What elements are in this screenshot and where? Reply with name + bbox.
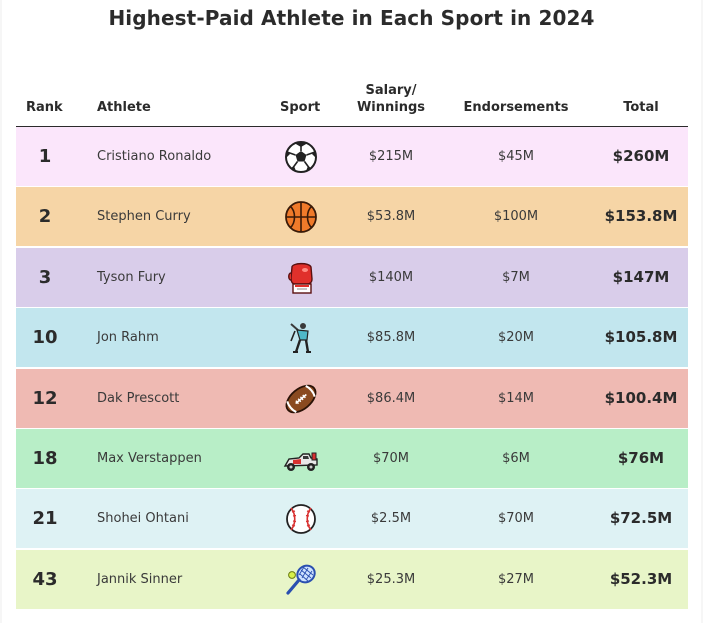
rank-cell: 3: [38, 266, 52, 288]
table-row: 21 Shohei Ohtani $2.5M $70M $72.5M: [16, 489, 688, 549]
total-cell: $76M: [617, 448, 665, 467]
rank-cell: 1: [38, 146, 52, 167]
salary-cell: $85.8M: [366, 330, 416, 346]
salary-cell: $86.4M: [366, 390, 416, 406]
endorsements-cell: $100M: [493, 209, 539, 225]
athlete-cell: Tyson Fury: [97, 269, 166, 285]
total-cell: $147M: [612, 267, 670, 286]
table-body: 1 Cristiano Ronaldo $215M $45M $260M 2: [16, 127, 688, 610]
rank-cell: 43: [32, 568, 58, 590]
table-row: 3 Tyson Fury $140M $7M $147M: [16, 247, 688, 307]
total-cell: $153.8M: [604, 207, 678, 226]
table-row: 1 Cristiano Ronaldo $215M $45M $260M: [16, 127, 688, 186]
baseball-icon: [281, 502, 321, 536]
tennis-racket-icon: [281, 563, 321, 597]
table-row: 12 Dak Prescott $86.4M $14M $100.4M: [16, 368, 688, 428]
total-cell: $52.3M: [609, 569, 673, 588]
total-cell: $105.8M: [604, 328, 678, 347]
endorsements-cell: $7M: [502, 269, 530, 285]
header-total: Total: [623, 100, 659, 115]
boxing-glove-icon: [281, 261, 321, 295]
salary-cell: $25.3M: [366, 571, 416, 587]
golfer-icon: [281, 321, 321, 355]
salary-cell: $140M: [368, 269, 414, 285]
salary-cell: $53.8M: [366, 209, 416, 225]
endorsements-cell: $27M: [497, 571, 535, 587]
rank-cell: 2: [38, 206, 52, 228]
endorsements-cell: $70M: [497, 511, 535, 527]
header-athlete: Athlete: [97, 100, 151, 115]
header-salary-winnings: Salary/ Winnings: [351, 82, 431, 116]
athlete-cell: Shohei Ohtani: [97, 511, 189, 527]
athlete-cell: Stephen Curry: [97, 209, 191, 225]
rank-cell: 10: [32, 327, 58, 349]
salary-cell: $2.5M: [370, 511, 412, 527]
table-header: Rank Athlete Sport Salary/ Winnings Endo…: [16, 78, 688, 127]
rank-cell: 21: [32, 508, 58, 530]
total-cell: $260M: [612, 147, 670, 165]
header-endorsements: Endorsements: [463, 100, 569, 115]
salary-cell: $70M: [372, 450, 410, 466]
table-row: 2 Stephen Curry $53.8M $100M $153.8M: [16, 187, 688, 247]
table-row: 10 Jon Rahm $85.8M $20M $105.8M: [16, 308, 688, 368]
endorsements-cell: $14M: [497, 390, 535, 406]
athlete-cell: Cristiano Ronaldo: [97, 149, 212, 164]
athlete-cell: Dak Prescott: [97, 390, 180, 406]
endorsements-cell: $20M: [497, 330, 535, 346]
header-salary-line1: Salary/: [365, 83, 417, 98]
rank-cell: 12: [32, 387, 58, 409]
endorsements-cell: $6M: [502, 450, 530, 466]
race-car-icon: [281, 442, 321, 476]
american-football-icon: [281, 382, 321, 416]
total-cell: $72.5M: [609, 509, 673, 528]
athlete-cell: Jon Rahm: [97, 330, 159, 346]
basketball-icon: [281, 200, 321, 234]
endorsements-cell: $45M: [497, 149, 535, 164]
salary-cell: $215M: [368, 149, 414, 164]
header-sport: Sport: [280, 100, 321, 115]
total-cell: $100.4M: [604, 388, 678, 407]
table-row: 18 Max Verstappen $70M $6M $76M: [16, 428, 688, 488]
athlete-cell: Max Verstappen: [97, 450, 202, 466]
page-title: Highest-Paid Athlete in Each Sport in 20…: [108, 6, 595, 30]
header-salary-line2: Winnings: [356, 100, 426, 115]
header-rank: Rank: [26, 100, 63, 115]
table-row: 43 Jannik Sinner $25.3M $27M $52.3M: [16, 549, 688, 609]
athlete-cell: Jannik Sinner: [97, 571, 183, 587]
rank-cell: 18: [32, 447, 58, 469]
soccer-ball-icon: [281, 140, 321, 174]
